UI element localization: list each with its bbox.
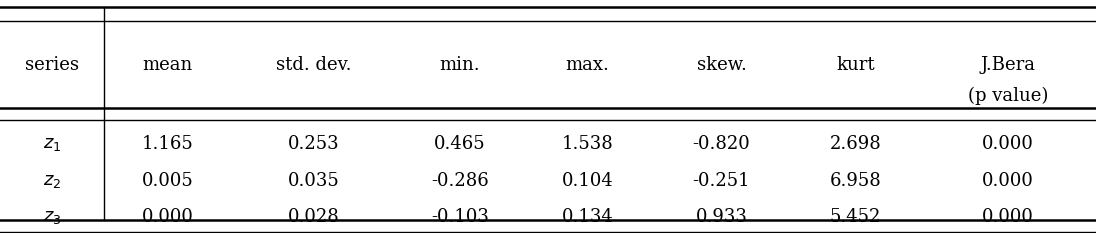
Text: -0.286: -0.286 bbox=[431, 171, 489, 190]
Text: -0.251: -0.251 bbox=[693, 171, 751, 190]
Text: max.: max. bbox=[566, 56, 609, 74]
Text: 0.028: 0.028 bbox=[288, 208, 340, 226]
Text: 1.165: 1.165 bbox=[141, 135, 193, 154]
Text: mean: mean bbox=[142, 56, 193, 74]
Text: skew.: skew. bbox=[697, 56, 746, 74]
Text: 0.253: 0.253 bbox=[288, 135, 340, 154]
Text: kurt: kurt bbox=[836, 56, 875, 74]
Text: 0.000: 0.000 bbox=[982, 135, 1034, 154]
Text: 2.698: 2.698 bbox=[830, 135, 881, 154]
Text: std. dev.: std. dev. bbox=[276, 56, 352, 74]
Text: 0.104: 0.104 bbox=[562, 171, 614, 190]
Text: 6.958: 6.958 bbox=[830, 171, 881, 190]
Text: 0.933: 0.933 bbox=[696, 208, 747, 226]
Text: 5.452: 5.452 bbox=[830, 208, 881, 226]
Text: min.: min. bbox=[439, 56, 480, 74]
Text: 0.035: 0.035 bbox=[288, 171, 340, 190]
Text: -0.820: -0.820 bbox=[693, 135, 751, 154]
Text: -0.103: -0.103 bbox=[431, 208, 489, 226]
Text: J.Bera: J.Bera bbox=[980, 56, 1036, 74]
Text: 1.538: 1.538 bbox=[562, 135, 614, 154]
Text: 0.000: 0.000 bbox=[982, 208, 1034, 226]
Text: $z_3$: $z_3$ bbox=[43, 208, 61, 226]
Text: $z_2$: $z_2$ bbox=[43, 171, 61, 190]
Text: series: series bbox=[25, 56, 79, 74]
Text: 0.134: 0.134 bbox=[562, 208, 614, 226]
Text: $z_1$: $z_1$ bbox=[43, 135, 61, 154]
Text: 0.465: 0.465 bbox=[434, 135, 486, 154]
Text: 0.000: 0.000 bbox=[141, 208, 193, 226]
Text: 0.005: 0.005 bbox=[141, 171, 193, 190]
Text: 0.000: 0.000 bbox=[982, 171, 1034, 190]
Text: (p value): (p value) bbox=[968, 86, 1048, 105]
